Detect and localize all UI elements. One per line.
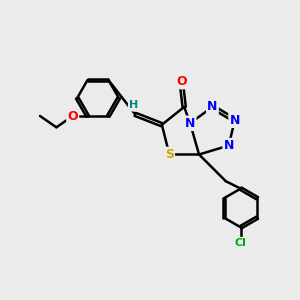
Text: S: S xyxy=(165,148,174,161)
Text: N: N xyxy=(207,100,218,113)
Text: Cl: Cl xyxy=(235,238,247,248)
Text: O: O xyxy=(68,110,78,122)
Text: N: N xyxy=(224,139,234,152)
Text: N: N xyxy=(230,114,240,127)
Text: O: O xyxy=(176,75,187,88)
Text: H: H xyxy=(129,100,138,110)
Text: N: N xyxy=(185,117,195,130)
